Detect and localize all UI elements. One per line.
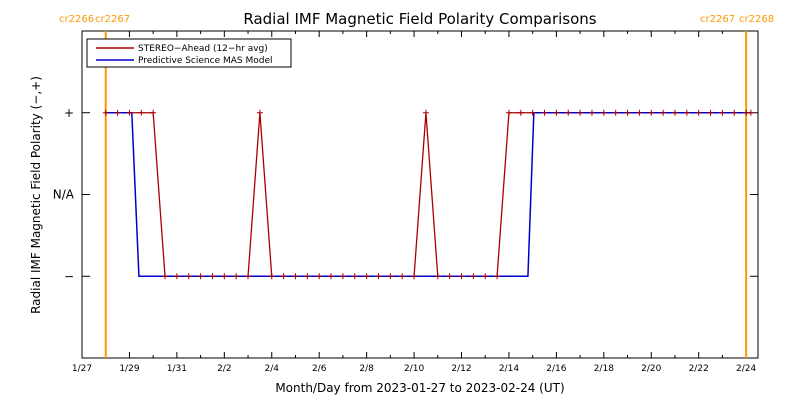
stereo-data-point xyxy=(411,273,418,280)
x-tick-label: 1/31 xyxy=(167,364,187,374)
y-tick-label: − xyxy=(64,269,74,283)
stereo-data-point xyxy=(747,109,754,116)
x-tick-label: 2/12 xyxy=(451,364,471,374)
stereo-data-point xyxy=(221,273,228,280)
stereo-data-point xyxy=(505,109,512,116)
stereo-data-point xyxy=(671,109,678,116)
stereo-data-point xyxy=(185,273,192,280)
x-tick-label: 2/8 xyxy=(359,364,374,374)
stereo-data-point xyxy=(245,273,252,280)
stereo-data-point xyxy=(494,273,501,280)
stereo-data-point xyxy=(600,109,607,116)
stereo-data-point xyxy=(173,273,180,280)
legend-label-model: Predictive Science MAS Model xyxy=(138,56,273,66)
stereo-data-point xyxy=(114,109,121,116)
stereo-data-point xyxy=(162,273,169,280)
stereo-data-point xyxy=(446,273,453,280)
cr-left-label-2: cr2267 xyxy=(700,14,735,25)
x-tick-label: 2/20 xyxy=(641,364,661,374)
stereo-data-point xyxy=(351,273,358,280)
stereo-data-point xyxy=(577,109,584,116)
plot-area: 1/27 1/29 1/31 2/2 2/4 2/6 2/8 2/10 2/12 2/14 2/16… xyxy=(53,30,759,374)
stereo-data-point xyxy=(363,273,370,280)
x-tick-label: 2/14 xyxy=(499,364,519,374)
stereo-data-point xyxy=(292,273,299,280)
x-tick-label: 2/16 xyxy=(546,364,566,374)
stereo-data-point xyxy=(695,109,702,116)
x-tick-label: 2/22 xyxy=(689,364,709,374)
stereo-data-point xyxy=(304,273,311,280)
stereo-data-point xyxy=(280,273,287,280)
stereo-data-point xyxy=(588,109,595,116)
stereo-data-point xyxy=(209,273,216,280)
stereo-data-point xyxy=(387,273,394,280)
stereo-data-point xyxy=(683,109,690,116)
x-tick-label: 2/2 xyxy=(217,364,231,374)
stereo-data-point xyxy=(399,273,406,280)
y-axis-label: Radial IMF Magnetic Field Polarity (−,+) xyxy=(29,76,43,314)
stereo-data-point xyxy=(197,273,204,280)
stereo-data-point xyxy=(102,109,109,116)
stereo-data-point xyxy=(434,273,441,280)
stereo-data-point xyxy=(328,273,335,280)
stereo-series-line xyxy=(105,112,751,277)
x-tick-label: 1/29 xyxy=(119,364,139,374)
cr-right-label-1: cr2267 xyxy=(95,14,130,25)
stereo-data-point xyxy=(138,109,145,116)
stereo-data-point xyxy=(707,109,714,116)
stereo-data-point xyxy=(636,109,643,116)
stereo-data-point xyxy=(422,109,429,116)
stereo-data-point xyxy=(624,109,631,116)
stereo-data-point xyxy=(529,109,536,116)
x-tick-label: 2/24 xyxy=(736,364,756,374)
stereo-data-point xyxy=(339,273,346,280)
stereo-data-point xyxy=(731,109,738,116)
x-tick-label: 1/27 xyxy=(72,364,92,374)
stereo-data-point xyxy=(150,109,157,116)
x-axis-label: Month/Day from 2023-01-27 to 2023-02-24 … xyxy=(275,381,564,395)
stereo-data-point xyxy=(458,273,465,280)
x-tick-label: 2/6 xyxy=(312,364,327,374)
x-tick-label: 2/10 xyxy=(404,364,424,374)
stereo-data-point xyxy=(541,109,548,116)
cr-right-label-2: cr2268 xyxy=(739,14,774,25)
legend-box xyxy=(86,38,292,68)
stereo-data-point xyxy=(268,273,275,280)
stereo-data-point xyxy=(517,109,524,116)
stereo-data-point xyxy=(565,109,572,116)
y-tick-label: N/A xyxy=(53,188,75,202)
chart-title: Radial IMF Magnetic Field Polarity Compa… xyxy=(243,10,596,28)
legend-label-stereo: STEREO−Ahead (12−hr avg) xyxy=(138,44,268,54)
stereo-data-point xyxy=(316,273,323,280)
stereo-data-point xyxy=(612,109,619,116)
stereo-data-point xyxy=(553,109,560,116)
stereo-data-point xyxy=(482,273,489,280)
stereo-data-point xyxy=(256,109,263,116)
x-tick-label: 2/18 xyxy=(594,364,614,374)
stereo-data-point xyxy=(375,273,382,280)
cr-left-label-1: cr2266 xyxy=(59,14,94,25)
stereo-data-point xyxy=(719,109,726,116)
y-tick-label: + xyxy=(64,106,74,120)
stereo-data-point xyxy=(660,109,667,116)
stereo-data-point xyxy=(470,273,477,280)
stereo-data-point xyxy=(126,109,133,116)
stereo-data-point xyxy=(233,273,240,280)
stereo-data-point xyxy=(648,109,655,116)
x-tick-label: 2/4 xyxy=(265,364,280,374)
